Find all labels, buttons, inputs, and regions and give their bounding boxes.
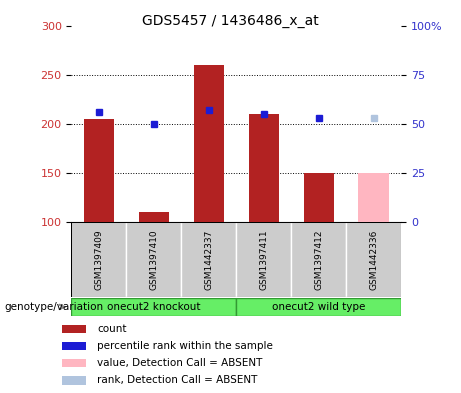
Bar [236, 222, 291, 297]
Text: percentile rank within the sample: percentile rank within the sample [97, 341, 273, 351]
Bar [236, 298, 401, 316]
Bar [71, 298, 236, 316]
Text: onecut2 wild type: onecut2 wild type [272, 302, 366, 312]
Text: count: count [97, 324, 127, 334]
Text: value, Detection Call = ABSENT: value, Detection Call = ABSENT [97, 358, 263, 368]
Text: GSM1397412: GSM1397412 [314, 229, 323, 290]
Bar [181, 222, 236, 297]
Bar [248, 114, 279, 222]
Text: rank, Detection Call = ABSENT: rank, Detection Call = ABSENT [97, 375, 258, 386]
Bar [291, 222, 346, 297]
Text: GSM1397411: GSM1397411 [259, 229, 268, 290]
Bar [62, 376, 86, 385]
Text: onecut2 knockout: onecut2 knockout [107, 302, 201, 312]
Bar [139, 212, 169, 222]
Bar [62, 342, 86, 350]
Text: GSM1442337: GSM1442337 [204, 229, 213, 290]
Text: GSM1397410: GSM1397410 [149, 229, 159, 290]
Bar [346, 222, 401, 297]
Text: GSM1397409: GSM1397409 [95, 229, 103, 290]
Bar [359, 173, 389, 222]
Bar [194, 65, 224, 222]
Bar [84, 119, 114, 222]
Bar [71, 222, 126, 297]
Text: GDS5457 / 1436486_x_at: GDS5457 / 1436486_x_at [142, 14, 319, 28]
Bar [126, 222, 181, 297]
Bar [62, 359, 86, 367]
Bar [62, 325, 86, 333]
Text: genotype/variation: genotype/variation [5, 302, 104, 312]
Bar [303, 173, 334, 222]
Text: GSM1442336: GSM1442336 [369, 229, 378, 290]
